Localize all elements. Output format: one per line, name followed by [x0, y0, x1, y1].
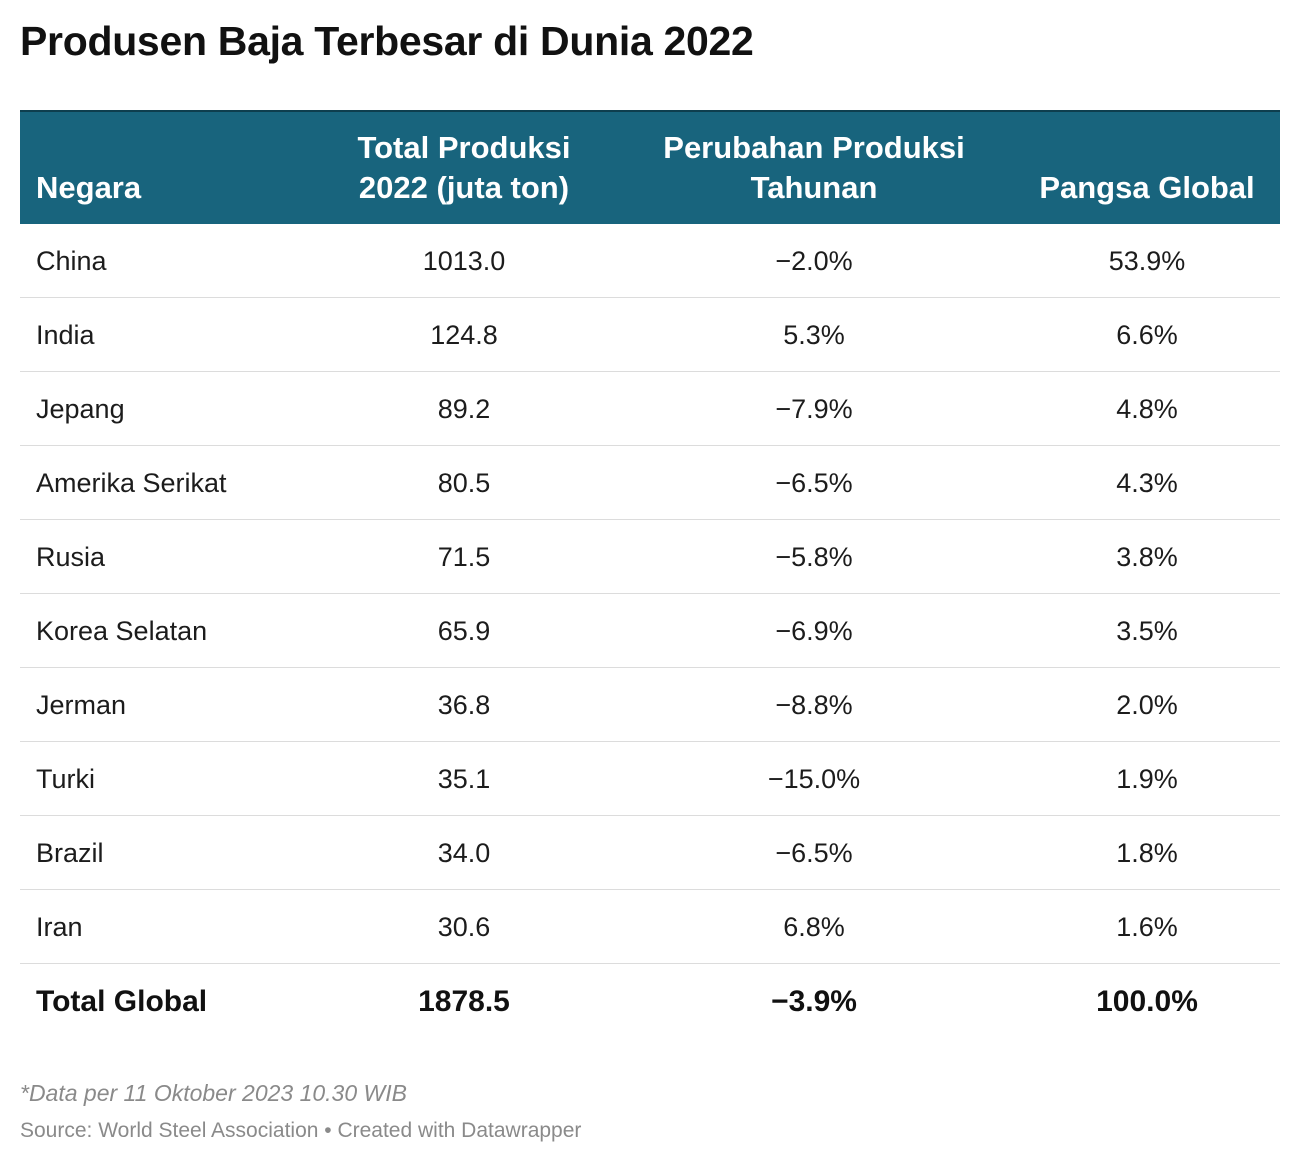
share-cell: 1.8% [1116, 838, 1178, 868]
share-cell: 3.8% [1116, 542, 1178, 572]
table-header: Negara Total Produksi 2022 (juta ton) Pe… [20, 110, 1280, 224]
table-row: Jerman 36.8 −8.8% 2.0% [20, 668, 1280, 742]
change-cell: −6.5% [775, 468, 853, 498]
change-cell: −8.8% [775, 690, 853, 720]
share-cell: 53.9% [1108, 246, 1186, 276]
share-cell: 2.0% [1116, 690, 1178, 720]
share-cell: 1.6% [1116, 912, 1178, 942]
total-share: 100.0% [1096, 985, 1198, 1018]
country-cell: Turki [36, 764, 95, 794]
table-row: Jepang 89.2 −7.9% 4.8% [20, 372, 1280, 446]
production-cell: 35.1 [437, 764, 491, 794]
production-cell: 89.2 [437, 394, 491, 424]
country-cell: China [36, 246, 107, 276]
header-line: Pangsa Global [1039, 170, 1255, 205]
country-cell: Korea Selatan [36, 616, 208, 646]
share-cell: 4.8% [1116, 394, 1178, 424]
country-cell: Brazil [36, 838, 104, 868]
footnote: *Data per 11 Oktober 2023 10.30 WIB [20, 1080, 407, 1106]
production-cell: 1013.0 [422, 246, 506, 276]
change-cell: 6.8% [783, 912, 845, 942]
source-credit: Source: World Steel Association • Create… [20, 1119, 582, 1142]
production-cell: 34.0 [437, 838, 491, 868]
share-cell: 3.5% [1116, 616, 1178, 646]
country-cell: Iran [36, 912, 83, 942]
change-cell: 5.3% [783, 320, 845, 350]
change-cell: −5.8% [775, 542, 853, 572]
table-row: India 124.8 5.3% 6.6% [20, 298, 1280, 372]
table-row: Amerika Serikat 80.5 −6.5% 4.3% [20, 446, 1280, 520]
country-cell: Rusia [36, 542, 106, 572]
change-cell: −7.9% [775, 394, 853, 424]
table-row: Iran 30.6 6.8% 1.6% [20, 890, 1280, 964]
change-cell: −2.0% [775, 246, 853, 276]
table-row: Brazil 34.0 −6.5% 1.8% [20, 816, 1280, 890]
header-total-produksi: Total Produksi 2022 (juta ton) [314, 128, 614, 208]
production-cell: 36.8 [437, 690, 491, 720]
total-change: −3.9% [771, 985, 857, 1018]
table-row: Korea Selatan 65.9 −6.9% 3.5% [20, 594, 1280, 668]
header-line: Total Produksi [357, 130, 571, 165]
header-pangsa-global: Pangsa Global [997, 168, 1297, 208]
country-cell: India [36, 320, 95, 350]
share-cell: 4.3% [1116, 468, 1178, 498]
table-row: China 1013.0 −2.0% 53.9% [20, 224, 1280, 298]
change-cell: −6.9% [775, 616, 853, 646]
chart-title: Produsen Baja Terbesar di Dunia 2022 [20, 18, 754, 64]
country-cell: Amerika Serikat [36, 468, 227, 498]
production-cell: 71.5 [437, 542, 491, 572]
table-row: Rusia 71.5 −5.8% 3.8% [20, 520, 1280, 594]
table-row: Turki 35.1 −15.0% 1.9% [20, 742, 1280, 816]
production-cell: 30.6 [437, 912, 491, 942]
header-line: 2022 (juta ton) [358, 170, 570, 205]
share-cell: 1.9% [1116, 764, 1178, 794]
change-cell: −6.5% [775, 838, 853, 868]
table-body: China 1013.0 −2.0% 53.9% India 124.8 5.3% 6.6% J… [20, 224, 1280, 964]
header-line: Tahunan [750, 170, 878, 205]
header-line: Negara [36, 170, 142, 205]
total-label: Total Global [36, 985, 208, 1018]
header-perubahan-produksi: Perubahan Produksi Tahunan [614, 128, 1014, 208]
country-cell: Jepang [36, 394, 125, 424]
total-row: Total Global 1878.5 −3.9% 100.0% [20, 964, 1280, 1040]
data-table: Negara Total Produksi 2022 (juta ton) Pe… [20, 110, 1280, 1040]
production-cell: 65.9 [437, 616, 491, 646]
production-cell: 80.5 [437, 468, 491, 498]
production-cell: 124.8 [430, 320, 498, 350]
country-cell: Jerman [36, 690, 127, 720]
share-cell: 6.6% [1116, 320, 1178, 350]
header-negara: Negara [36, 168, 336, 208]
change-cell: −15.0% [767, 764, 861, 794]
total-production: 1878.5 [418, 985, 510, 1018]
header-line: Perubahan Produksi [663, 130, 965, 165]
